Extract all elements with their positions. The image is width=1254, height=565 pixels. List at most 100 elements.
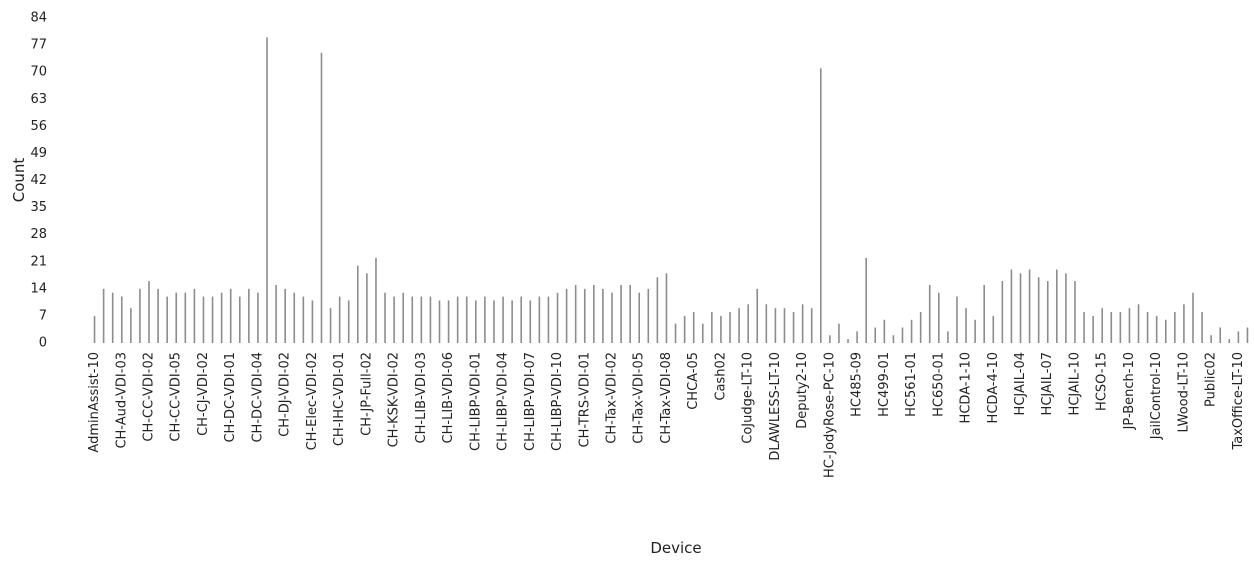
bar bbox=[420, 296, 423, 343]
x-tick-label: HC485-09 bbox=[850, 352, 865, 417]
bar bbox=[1119, 312, 1122, 343]
bar bbox=[874, 327, 877, 343]
bar bbox=[139, 288, 141, 343]
bar bbox=[765, 304, 768, 343]
y-tick-label: 7 bbox=[39, 308, 47, 323]
bar bbox=[674, 323, 677, 343]
x-tick-label: CH-LIBP-VDI-04 bbox=[496, 352, 511, 451]
bar bbox=[1210, 335, 1212, 343]
bar bbox=[229, 288, 232, 343]
bar bbox=[711, 312, 713, 343]
bar bbox=[475, 300, 477, 343]
y-axis-label: Count bbox=[10, 158, 28, 203]
bar bbox=[529, 300, 532, 343]
bar bbox=[1010, 269, 1013, 343]
x-tick-label: CH-Tax-VDI-02 bbox=[604, 352, 619, 444]
bar bbox=[175, 292, 178, 343]
bar bbox=[111, 292, 114, 343]
bar bbox=[783, 308, 786, 343]
y-tick-label: 35 bbox=[30, 200, 47, 215]
y-tick-label: 0 bbox=[39, 336, 47, 351]
x-tick-label: CH-CC-VDI-05 bbox=[169, 352, 184, 442]
bar bbox=[465, 296, 468, 343]
bar bbox=[511, 300, 513, 343]
bar bbox=[974, 319, 976, 343]
x-tick-label: CH-CJ-VDI-02 bbox=[196, 352, 211, 436]
bar bbox=[810, 308, 813, 343]
bar bbox=[411, 296, 414, 343]
bar bbox=[375, 257, 377, 343]
bar bbox=[311, 300, 314, 343]
x-tick-label: HCJAIL-04 bbox=[1013, 352, 1028, 415]
x-tick-label: CH-LIBP-VDI-07 bbox=[523, 352, 538, 451]
x-tick-label: HCDA-4-10 bbox=[986, 352, 1001, 423]
bar bbox=[801, 304, 804, 343]
bar bbox=[883, 319, 886, 343]
bar bbox=[1164, 319, 1167, 343]
x-tick-label: LWood-LT-10 bbox=[1176, 352, 1191, 432]
bar bbox=[1056, 269, 1058, 343]
x-tick-label: Deputy2-10 bbox=[795, 352, 810, 429]
bar bbox=[238, 296, 241, 343]
y-tick-label: 70 bbox=[30, 65, 47, 80]
bar bbox=[756, 288, 759, 343]
bar bbox=[266, 37, 268, 343]
bar bbox=[1174, 312, 1176, 343]
bar bbox=[1074, 281, 1076, 343]
bar bbox=[1110, 312, 1113, 343]
bar bbox=[729, 312, 731, 343]
x-tick-label: CoJudge-LT-10 bbox=[741, 352, 756, 444]
bar bbox=[384, 292, 386, 343]
bar bbox=[1092, 315, 1094, 343]
bar bbox=[1146, 312, 1149, 343]
bar bbox=[774, 308, 777, 343]
bar bbox=[1192, 292, 1194, 343]
bar bbox=[320, 52, 323, 343]
bar bbox=[692, 312, 695, 343]
bar bbox=[148, 281, 150, 343]
bar bbox=[302, 296, 305, 343]
x-tick-label: CH-IHC-VDI-01 bbox=[332, 352, 347, 446]
bar bbox=[656, 277, 659, 343]
bar bbox=[166, 296, 168, 343]
bar bbox=[1219, 327, 1222, 343]
y-tick-label: 14 bbox=[30, 281, 47, 296]
bar bbox=[1246, 327, 1249, 343]
x-tick-label: HC-JodyRose-PC-10 bbox=[822, 352, 837, 478]
y-tick-label: 28 bbox=[30, 227, 47, 242]
x-tick-label: CH-Aud-VDI-03 bbox=[114, 352, 129, 449]
bar bbox=[919, 312, 922, 343]
x-tick-label: CH-DC-VDI-01 bbox=[223, 352, 238, 443]
bar bbox=[611, 292, 613, 343]
bar bbox=[683, 315, 686, 343]
y-tick-label: 63 bbox=[30, 92, 47, 107]
bar bbox=[538, 296, 541, 343]
x-tick-label: HCJAIL-07 bbox=[1040, 352, 1055, 415]
bar bbox=[956, 296, 958, 343]
bar bbox=[838, 323, 840, 343]
bar bbox=[865, 257, 867, 343]
y-tick-label: 84 bbox=[30, 11, 47, 26]
bar bbox=[1201, 312, 1203, 343]
bar bbox=[1046, 281, 1049, 343]
x-tick-label: HCJAIL-10 bbox=[1067, 352, 1082, 415]
bar bbox=[738, 308, 740, 343]
x-tick-label: HCDA-1-10 bbox=[959, 352, 974, 423]
bar bbox=[556, 292, 559, 343]
bar bbox=[284, 288, 286, 343]
bar bbox=[583, 288, 586, 343]
bar bbox=[602, 288, 604, 343]
x-tick-label: HC561-01 bbox=[904, 352, 919, 417]
x-tick-label: HC499-01 bbox=[877, 352, 892, 417]
bar bbox=[275, 284, 277, 343]
x-tick-label: CH-TRS-VDI-01 bbox=[577, 352, 592, 447]
x-tick-label: CH-DC-VDI-04 bbox=[250, 352, 265, 443]
bar bbox=[720, 315, 722, 343]
bar bbox=[638, 292, 641, 343]
x-tick-label: HCSO-15 bbox=[1095, 352, 1110, 411]
bar bbox=[892, 335, 895, 343]
bar bbox=[202, 296, 205, 343]
x-tick-label: AdminAssist-10 bbox=[87, 352, 102, 453]
bar bbox=[983, 284, 985, 343]
bar bbox=[484, 296, 486, 343]
